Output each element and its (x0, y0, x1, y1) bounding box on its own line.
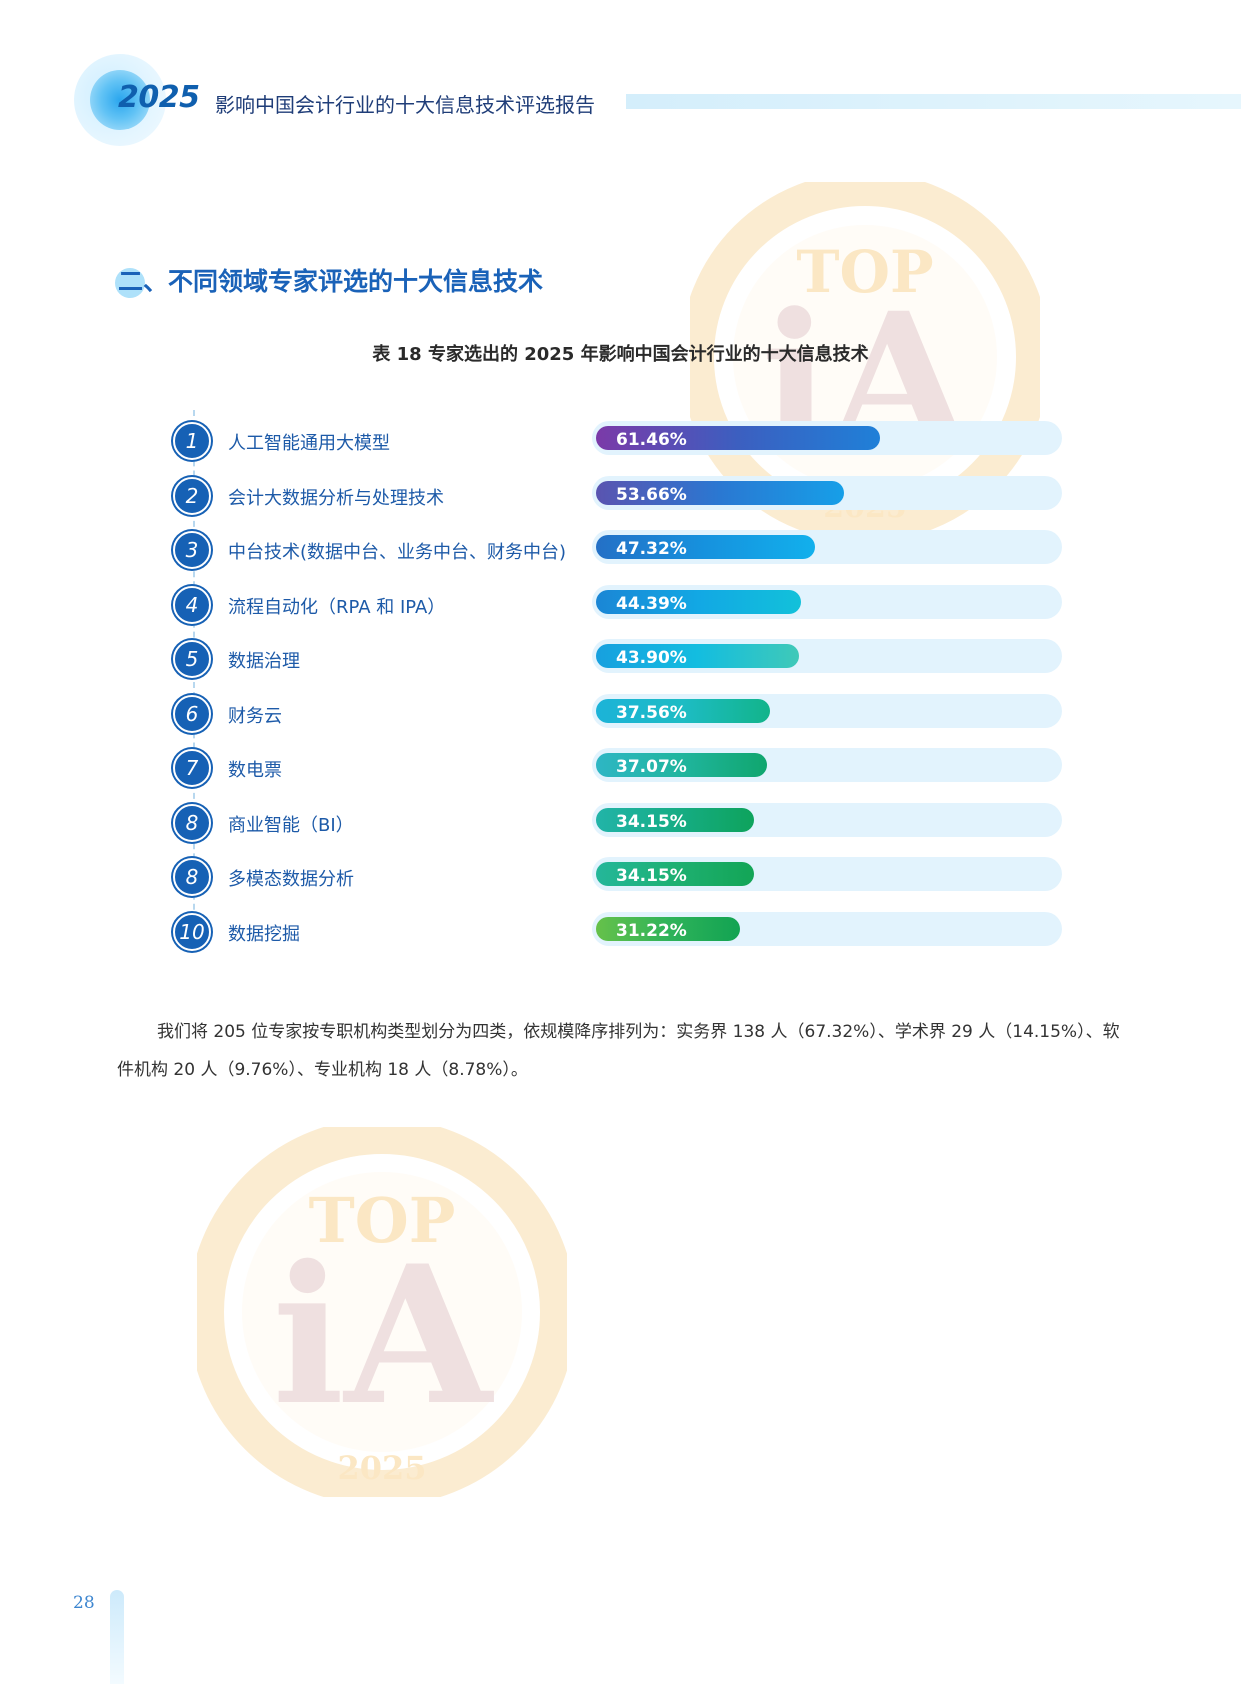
rank-badge: 6 (173, 694, 211, 733)
bar (596, 426, 880, 450)
rank-badge: 3 (173, 531, 211, 569)
rank-badge: 4 (173, 585, 211, 624)
rank-badge: 10 (173, 912, 211, 951)
page-strip (110, 1590, 124, 1684)
rank-badge: 7 (173, 749, 211, 787)
category-label: 数据挖掘 (228, 923, 300, 945)
data-label: 53.66% (616, 484, 687, 505)
bar (596, 862, 754, 886)
watermark-top-text: TOP (796, 238, 933, 306)
rank-timeline (193, 410, 195, 950)
data-label: 44.39% (616, 593, 687, 614)
bar (596, 916, 740, 941)
data-label: 34.15% (616, 811, 687, 832)
data-label: 61.46% (616, 430, 687, 450)
chart-row: 7 数电票 37.07% (0, 748, 1241, 788)
category-label: 多模态数据分析 (228, 869, 354, 890)
header-decor-dot (90, 70, 150, 130)
rank-badge: 8 (173, 858, 211, 896)
category-label: 财务云 (228, 705, 282, 727)
bar (596, 535, 815, 559)
bar (596, 480, 844, 505)
data-label: 43.90% (616, 648, 687, 668)
data-label: 47.32% (616, 539, 687, 559)
category-label: 流程自动化（RPA 和 IPA） (228, 596, 446, 618)
category-label: 中台技术(数据中台、业务中台、财务中台) (228, 542, 567, 563)
watermark-logo-lower: TOP iA 2025 (197, 1127, 567, 1497)
rank-badge: 5 (173, 640, 211, 678)
category-label: 人工智能通用大模型 (228, 433, 390, 454)
watermark-year: 2025 (337, 1449, 426, 1487)
category-label: 数电票 (228, 760, 282, 781)
bar (596, 807, 754, 832)
watermark-top-text: TOP (309, 1184, 456, 1257)
chart-row: 10 数据挖掘 31.22% (0, 911, 1241, 952)
data-label: 37.56% (616, 702, 687, 723)
data-label: 34.15% (616, 866, 687, 886)
bar (596, 644, 799, 668)
rank-badge: 8 (173, 803, 211, 842)
header-title: 影响中国会计行业的十大信息技术评选报告 (215, 93, 595, 117)
category-label: 会计大数据分析与处理技术 (228, 487, 444, 509)
chart-row: 3 中台技术(数据中台、业务中台、财务中台) 47.32% (0, 530, 1241, 570)
section-title: 二、不同领域专家评选的十大信息技术 (118, 267, 544, 296)
body-paragraph: 我们将 205 位专家按专职机构类型划分为四类，依规模降序排列为：实务界 138… (117, 1022, 1120, 1080)
chart-row: 2 会计大数据分析与处理技术 53.66% (0, 475, 1241, 516)
table-caption: 表 18 专家选出的 2025 年影响中国会计行业的十大信息技术 (372, 344, 869, 365)
section-decor-dot (115, 268, 145, 298)
rank-badge: 1 (173, 422, 211, 460)
data-label: 37.07% (616, 757, 687, 777)
chart-row: 8 商业智能（BI） 34.15% (0, 802, 1241, 843)
category-label: 数据治理 (228, 651, 300, 672)
watermark-logo-text: iA (272, 1224, 494, 1447)
category-label: 商业智能（BI） (228, 814, 354, 836)
chart-row: 6 财务云 37.56% (0, 693, 1241, 734)
bar (596, 589, 801, 614)
chart-row: 5 数据治理 43.90% (0, 639, 1241, 679)
chart-row: 4 流程自动化（RPA 和 IPA） 44.39% (0, 584, 1241, 625)
bar (596, 698, 770, 723)
header-bar (626, 94, 1241, 109)
data-label: 31.22% (616, 920, 687, 941)
page-number: 28 (73, 1593, 95, 1613)
rank-badge: 2 (173, 476, 211, 515)
chart-row: 1 人工智能通用大模型 61.46% (0, 421, 1241, 461)
chart-row: 8 多模态数据分析 34.15% (0, 857, 1241, 897)
bar (596, 753, 767, 777)
header-year: 2025 (118, 80, 200, 115)
